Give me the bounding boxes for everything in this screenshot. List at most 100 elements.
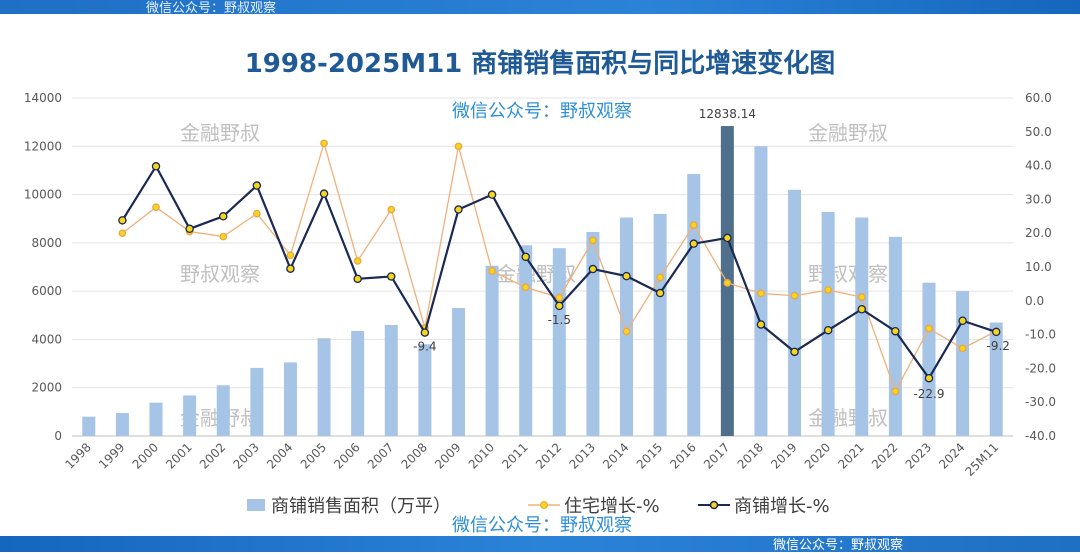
- legend-marker-commercial: [709, 500, 719, 510]
- residential-growth-point: [488, 267, 496, 275]
- bar: [586, 231, 600, 436]
- residential-growth-point: [958, 344, 967, 353]
- x-tick-label: 2011: [499, 440, 530, 471]
- bar: [384, 324, 398, 436]
- residential-growth-point: [320, 139, 328, 148]
- commercial-growth-point: [185, 224, 194, 234]
- commercial-growth-point: [622, 271, 631, 281]
- x-tick-label: 2021: [835, 440, 866, 471]
- bar: [250, 367, 264, 436]
- x-tick-label: 2008: [398, 440, 429, 471]
- x-tick-label: 2017: [701, 440, 732, 471]
- right-tick-label: -30.0: [1025, 395, 1056, 409]
- bar: [115, 413, 129, 436]
- commercial-growth-point: [286, 264, 295, 273]
- x-tick-label: 2018: [735, 440, 766, 471]
- commercial-growth-point: [790, 347, 799, 357]
- bar: [283, 362, 297, 436]
- chart-title: 1998-2025M11 商铺销售面积与同比增速变化图: [245, 48, 836, 79]
- bar: [552, 248, 566, 436]
- bar: [788, 189, 802, 436]
- right-tick-label: 40.0: [1025, 159, 1052, 173]
- commercial-growth-point: [924, 373, 934, 383]
- commercial-growth-point: [588, 264, 598, 274]
- commercial-growth-point: [151, 162, 161, 171]
- commercial-growth-point: [655, 288, 665, 298]
- residential-growth-point: [891, 387, 900, 396]
- x-axis-ticks: 1998 1999 2000 2001 2002 2003 2004 2005 2006 2007…: [62, 440, 1001, 479]
- x-tick-label: 2000: [130, 440, 161, 471]
- left-axis-ticks: 0 2000 4000 6000 8000 10000 12000 14000: [24, 91, 62, 443]
- residential-growth-point: [521, 283, 530, 292]
- bottom-banner: 微信公众号：野叔观察: [0, 536, 1080, 553]
- data-label: -1.5: [548, 313, 571, 327]
- legend-label-commercial: 商铺增长-%: [734, 496, 830, 517]
- residential-growth-point: [589, 236, 597, 245]
- x-tick-label: 2013: [567, 440, 598, 471]
- watermark-grey-3: 野叔观察: [180, 262, 260, 286]
- top-banner-watermark: 微信公众号：野叔观察: [146, 1, 277, 16]
- watermark-grey-1: 金融野叔: [180, 121, 260, 145]
- data-label: -9.2: [986, 339, 1009, 353]
- residential-growth-point: [689, 221, 698, 229]
- line-series: [118, 139, 1001, 396]
- watermark-grey-7: 金融野叔: [808, 406, 888, 430]
- data-label: 12838.14: [699, 107, 756, 121]
- bar: [82, 416, 96, 436]
- legend: 商铺销售面积（万平） 住宅增长-% 商铺增长-%: [247, 496, 830, 517]
- bottom-banner-watermark: 微信公众号：野叔观察: [773, 538, 904, 553]
- legend-label-bar: 商铺销售面积（万平）: [271, 496, 451, 517]
- bar-series: [82, 126, 1003, 437]
- bar: [451, 308, 465, 436]
- residential-growth-point: [824, 286, 833, 294]
- commercial-growth-point: [353, 274, 362, 284]
- left-tick-label: 8000: [31, 236, 62, 250]
- top-banner: 微信公众号：野叔观察: [0, 0, 1080, 16]
- x-tick-label: 2009: [432, 440, 463, 471]
- x-tick-label: 2016: [667, 440, 698, 471]
- data-label: -9.4: [413, 340, 436, 354]
- x-tick-label: 2004: [264, 440, 295, 471]
- bar: [519, 245, 533, 436]
- right-tick-label: -20.0: [1025, 361, 1056, 375]
- x-tick-label: 2012: [533, 440, 564, 471]
- left-tick-label: 2000: [31, 381, 62, 395]
- residential-growth-point: [757, 289, 765, 298]
- bar: [620, 217, 634, 436]
- left-tick-label: 0: [54, 429, 62, 443]
- commercial-growth-point: [387, 272, 396, 281]
- right-tick-label: 10.0: [1025, 260, 1052, 274]
- bar: [687, 174, 701, 437]
- left-tick-label: 4000: [31, 332, 62, 346]
- watermark-center-bottom: 微信公众号：野叔观察: [452, 515, 632, 536]
- commercial-growth-point: [823, 325, 833, 335]
- bar: [149, 402, 163, 436]
- watermark-center-top: 微信公众号：野叔观察: [452, 101, 632, 122]
- commercial-growth-point: [521, 252, 530, 262]
- commercial-growth-point: [891, 326, 900, 336]
- residential-growth-point: [387, 205, 396, 214]
- commercial-growth-point: [689, 239, 698, 248]
- left-tick-label: 6000: [31, 284, 62, 298]
- residential-growth-point: [555, 293, 564, 302]
- x-tick-label: 2005: [298, 440, 329, 471]
- right-tick-label: 20.0: [1025, 226, 1052, 240]
- commercial-growth-point: [487, 190, 497, 199]
- x-tick-label: 2022: [869, 440, 900, 471]
- commercial-growth-point: [420, 328, 430, 337]
- commercial-growth-point: [991, 327, 1001, 337]
- commercial-growth-point: [319, 189, 329, 198]
- right-tick-label: 0.0: [1025, 294, 1044, 308]
- residential-growth-point: [656, 273, 664, 282]
- x-tick-label: 2023: [903, 440, 934, 471]
- x-tick-label: 2003: [230, 440, 261, 471]
- x-tick-label: 2006: [331, 440, 362, 471]
- legend-swatch-bar: [247, 499, 265, 511]
- commercial-growth-point: [555, 301, 564, 311]
- residential-growth-point: [723, 279, 732, 287]
- right-tick-label: -10.0: [1025, 328, 1056, 342]
- residential-growth-point: [219, 232, 228, 241]
- residential-growth-point: [622, 327, 631, 336]
- data-labels: 12838.14 -9.4 -1.5 -22.9 -9.2: [413, 107, 1010, 401]
- x-tick-label: 1998: [62, 440, 93, 471]
